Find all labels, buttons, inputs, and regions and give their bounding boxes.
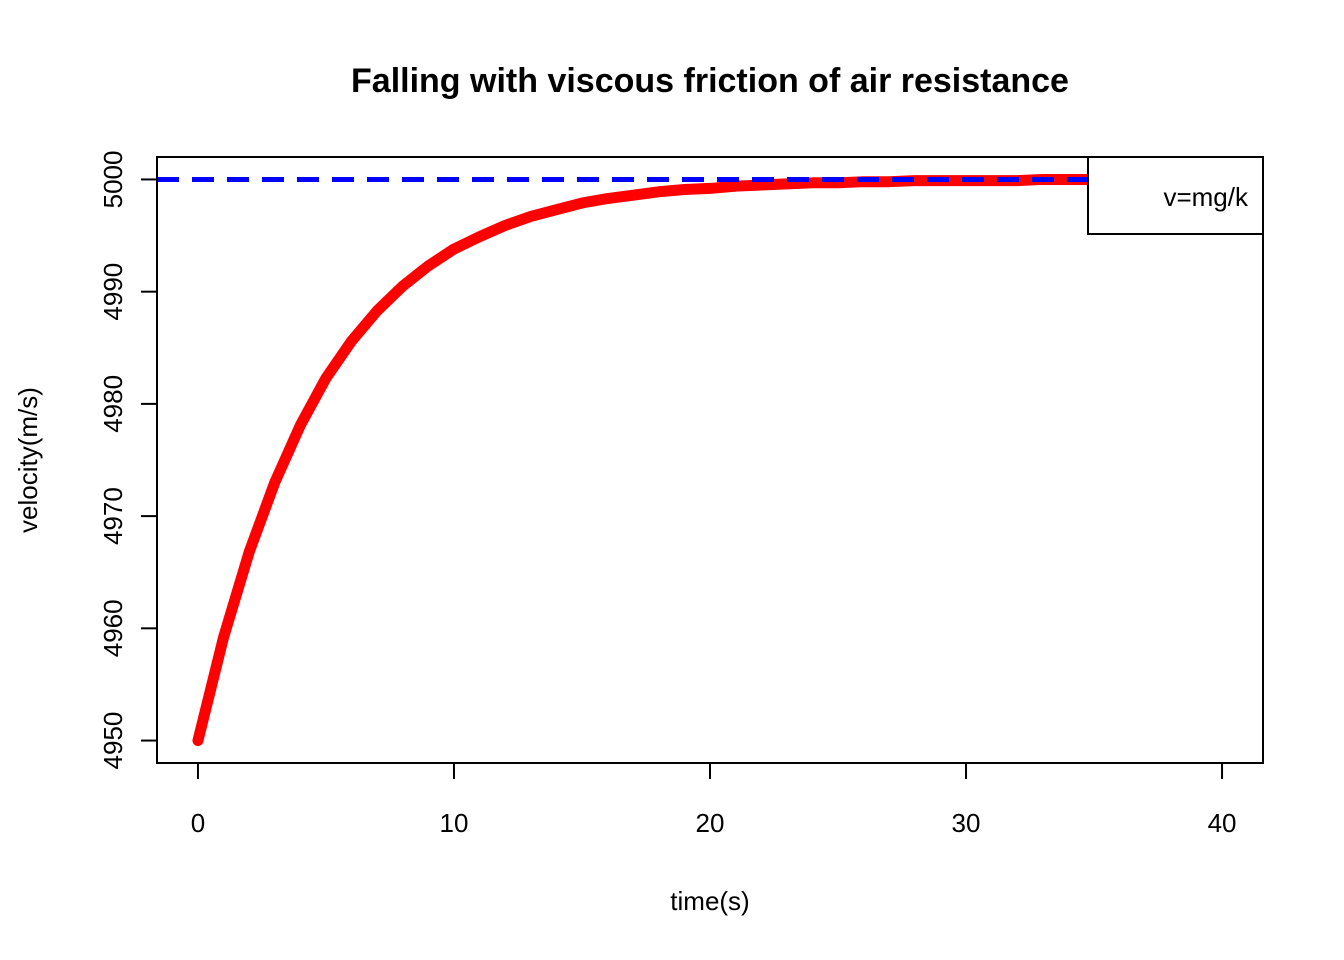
x-axis-label: time(s): [670, 886, 749, 916]
x-tick-label: 40: [1208, 808, 1237, 838]
x-axis: 0 10 20 30 40: [191, 762, 1237, 838]
y-axis: 4950 4960 4970 4980 4990 5000: [98, 151, 158, 770]
y-tick-label: 4970: [98, 487, 128, 545]
legend-entry: v=mg/k: [1163, 182, 1249, 212]
x-tick-label: 10: [440, 808, 469, 838]
x-tick-label: 30: [952, 808, 981, 838]
y-tick-label: 4990: [98, 263, 128, 321]
legend-box: [1087, 156, 1264, 235]
y-tick-label: 4960: [98, 599, 128, 657]
legend: v=mg/k: [1087, 156, 1264, 235]
x-tick-label: 20: [696, 808, 725, 838]
y-tick-label: 4950: [98, 712, 128, 770]
y-tick-label: 5000: [98, 151, 128, 209]
y-tick-label: 4980: [98, 375, 128, 433]
y-axis-label: velocity(m/s): [13, 387, 43, 533]
plot-area: [157, 173, 1100, 747]
x-tick-label: 0: [191, 808, 205, 838]
velocity-curve: [192, 173, 1100, 747]
chart-title: Falling with viscous friction of air res…: [351, 62, 1069, 100]
plot-frame: [156, 156, 1264, 764]
